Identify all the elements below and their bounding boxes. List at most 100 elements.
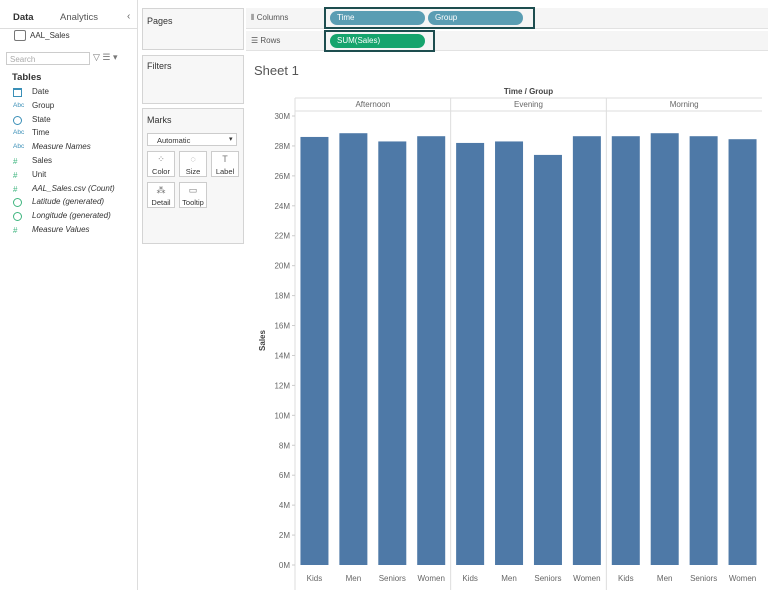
x-tick-label: Women — [573, 574, 600, 583]
bar — [300, 136, 329, 565]
field-name[interactable]: Longitude (generated) — [32, 211, 111, 221]
field-name[interactable]: Time — [32, 128, 50, 138]
field-icon: Abc — [13, 129, 25, 137]
bar — [728, 139, 757, 565]
bar — [689, 136, 718, 565]
mark-button-icon: ◌ — [190, 154, 196, 164]
sheet-title: Sheet 1 — [254, 63, 299, 78]
y-tick-label: 30M — [274, 112, 290, 121]
y-tick-label: 20M — [274, 262, 290, 271]
y-tick-label: 26M — [274, 172, 290, 181]
y-tick-label: 6M — [279, 471, 290, 480]
mark-button[interactable]: T Label — [211, 151, 239, 177]
x-tick-label: Kids — [618, 574, 634, 583]
shelf-label-text: Columns — [256, 13, 289, 22]
field-icon: # — [13, 226, 18, 235]
bar — [650, 133, 679, 565]
collapse-icon[interactable]: ‹ — [127, 11, 131, 22]
y-axis-title: Sales — [258, 329, 267, 350]
tab[interactable]: Analytics — [60, 12, 99, 23]
bar — [339, 133, 368, 565]
x-tick-label: Men — [501, 574, 517, 583]
chart: Time / Group Sales 0M 2M 4M 6M 8M 10M 12M 14M 16M 1… — [258, 87, 762, 590]
mark-button[interactable]: ⁂ Detail — [147, 182, 175, 208]
mark-type: Automatic — [157, 136, 191, 145]
geo-icon — [13, 115, 22, 125]
field-name[interactable]: Latitude (generated) — [32, 197, 105, 207]
mark-button-label: Tooltip — [182, 198, 204, 207]
group-label: Afternoon — [355, 100, 390, 109]
y-tick-label: 18M — [274, 292, 290, 301]
y-tick-label: 14M — [274, 351, 290, 360]
y-tick-label: 16M — [274, 322, 290, 331]
geo-icon — [13, 198, 22, 208]
highlight-box — [324, 7, 535, 29]
tab-bar — [0, 8, 137, 29]
mark-button[interactable]: ◌ Size — [179, 151, 207, 177]
pill[interactable]: SUM(Sales) — [330, 34, 425, 48]
mark-button[interactable]: ⁘ Color — [147, 151, 175, 177]
field-name[interactable]: Group — [32, 100, 55, 110]
field-icon: # — [13, 170, 18, 180]
card-title: Filters — [147, 61, 172, 71]
field-name[interactable]: Measure Names — [32, 142, 91, 152]
bar — [495, 141, 524, 565]
field-name[interactable]: Measure Values — [32, 225, 90, 234]
geo-icon — [13, 212, 22, 222]
field-name[interactable]: Unit — [32, 169, 47, 179]
x-tick-label: Kids — [462, 574, 478, 583]
marks-card: Marks Automatic ▾ ⁘ Color ◌ Size T Label ⁂ Deta… — [142, 108, 244, 244]
mark-button-label: Size — [185, 167, 201, 176]
y-tick-label: 10M — [274, 411, 290, 420]
bar — [378, 141, 407, 565]
field-icon: Abc — [13, 101, 25, 109]
y-tick-label: 0M — [279, 561, 290, 570]
bar — [456, 142, 485, 565]
field-name[interactable]: Sales — [32, 156, 53, 165]
field-icon: Abc — [13, 143, 25, 151]
bar — [533, 154, 562, 565]
section-title: Tables — [12, 72, 42, 83]
group-label: Morning — [670, 100, 699, 109]
dropdown-arrow: ▾ — [229, 136, 233, 143]
mark-button-label: Label — [215, 167, 235, 176]
card-title: Pages — [147, 16, 173, 26]
pill[interactable]: Time — [330, 11, 425, 25]
x-tick-label: Women — [417, 574, 444, 583]
bar — [417, 136, 446, 565]
date-icon — [13, 88, 22, 97]
x-tick-label: Women — [729, 574, 756, 583]
y-tick-label: 8M — [279, 441, 290, 450]
shelf-label: ☰ Rows — [251, 36, 281, 45]
field-name[interactable]: AAL_Sales.csv (Count) — [32, 183, 115, 193]
highlight-box — [324, 30, 435, 52]
shelf-label: ⦀ Columns — [251, 13, 289, 22]
x-tick-label: Kids — [307, 574, 323, 583]
y-tick-label: 4M — [279, 501, 290, 510]
field-name[interactable]: Date — [32, 87, 49, 96]
x-tick-label: Seniors — [379, 574, 406, 583]
field-icon: # — [13, 184, 18, 194]
x-tick-label: Men — [657, 574, 673, 583]
x-tick-label: Seniors — [690, 574, 717, 583]
x-axis-title: Time / Group — [504, 87, 553, 96]
pages-card: Pages — [142, 8, 244, 50]
mark-button-icon: ⁘ — [157, 154, 165, 164]
field-name[interactable]: State — [32, 114, 51, 124]
mark-type-dropdown[interactable]: Automatic ▾ — [147, 133, 237, 146]
mark-button-icon: T — [222, 154, 228, 164]
source-icon — [14, 30, 26, 41]
mark-button[interactable]: ▭ Tooltip — [179, 182, 207, 208]
mark-button-icon: ⁂ — [156, 185, 166, 195]
card-title: Marks — [147, 115, 172, 125]
bar — [572, 136, 601, 565]
y-tick-label: 22M — [274, 232, 290, 241]
filter-icon[interactable]: ▽ ☰ ▾ — [93, 52, 118, 62]
pill[interactable]: Group — [428, 11, 523, 25]
data-source[interactable]: AAL_Sales — [30, 31, 70, 40]
tab[interactable]: Data — [13, 12, 34, 23]
bar — [611, 136, 640, 565]
y-tick-label: 12M — [274, 381, 290, 390]
search-box[interactable]: Search — [6, 52, 90, 65]
